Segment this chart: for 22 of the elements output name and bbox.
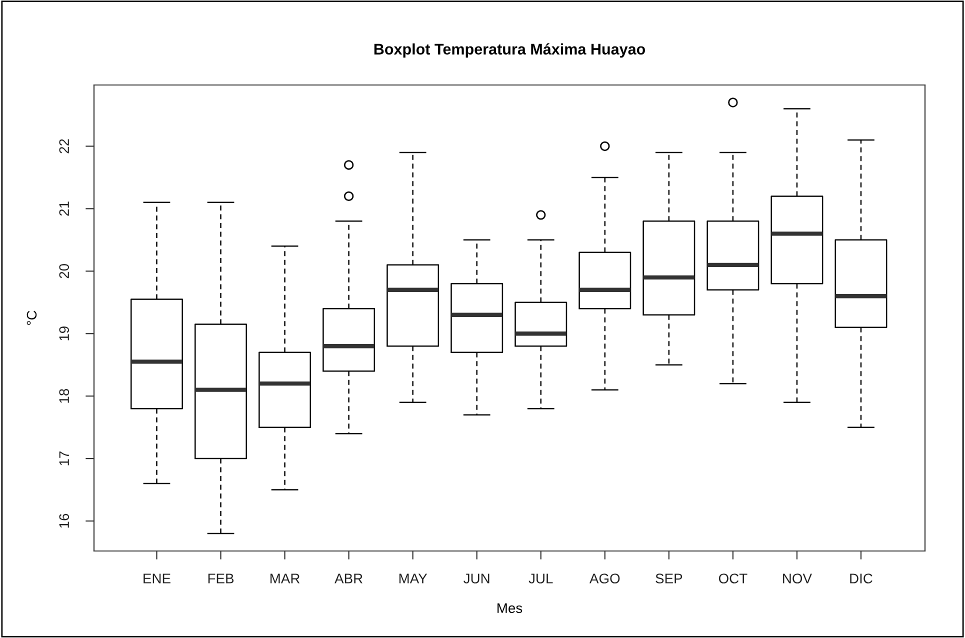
y-tick-label: 17 (59, 452, 69, 466)
y-tick-label: 21 (59, 202, 69, 216)
x-tick-label: ENE (144, 574, 170, 584)
x-tick-label: ABR (334, 574, 362, 584)
x-tick-label: SEP (656, 574, 682, 584)
y-tick-label: 20 (59, 264, 70, 278)
x-tick-label: NOV (783, 574, 812, 584)
y-tick-label: 18 (59, 388, 70, 403)
x-tick-label: OCT (718, 574, 748, 584)
y-tick-label: 16 (59, 514, 70, 528)
x-tick-label: FEB (208, 574, 234, 584)
x-axis-title: Mes (498, 603, 522, 614)
y-tick-label: 22 (59, 139, 69, 154)
x-tick-label: MAR (270, 574, 300, 584)
x-tick-label: JUN (464, 574, 490, 584)
x-tick-label: JUL (528, 574, 553, 584)
y-axis-title: °C (26, 310, 37, 325)
x-tick-label: DIC (850, 574, 872, 584)
chart-title: Boxplot Temperatura Máxima Huayao (374, 43, 646, 58)
x-tick-label: MAY (399, 574, 428, 584)
x-tick-label: AGO (589, 574, 620, 584)
y-tick-label: 19 (59, 326, 70, 340)
